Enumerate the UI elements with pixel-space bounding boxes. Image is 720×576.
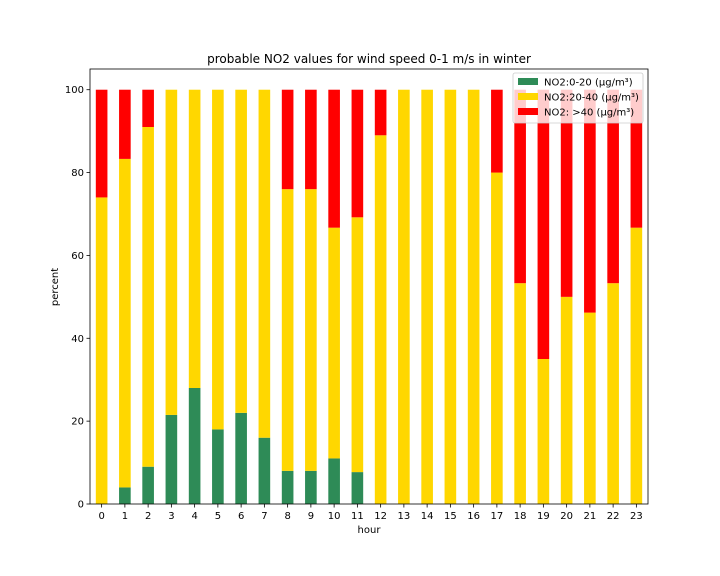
bar-segment-s0-h2 xyxy=(142,466,154,504)
bar-segment-s1-h2 xyxy=(142,127,154,467)
bar-segment-s1-h1 xyxy=(119,158,131,488)
y-tick-label: 40 xyxy=(71,334,84,345)
x-tick-label: 5 xyxy=(215,511,221,522)
bar-segment-s1-h6 xyxy=(235,89,247,413)
bar-segment-s1-h23 xyxy=(630,227,643,504)
bar-segment-s2-h0 xyxy=(95,89,108,198)
legend-swatch xyxy=(518,93,538,100)
bars-group xyxy=(95,89,643,505)
bar-segment-s2-h23 xyxy=(630,89,643,228)
x-tick-label: 21 xyxy=(584,511,597,522)
bar-segment-s0-h6 xyxy=(235,412,247,504)
bar-segment-s2-h21 xyxy=(584,89,596,313)
bar-segment-s1-h3 xyxy=(165,89,178,415)
bar-segment-s2-h19 xyxy=(537,89,550,359)
bar-segment-s1-h22 xyxy=(607,283,619,504)
chart-title: probable NO2 values for wind speed 0-1 m… xyxy=(207,52,531,66)
bar-segment-s2-h22 xyxy=(607,89,619,284)
x-tick-label: 9 xyxy=(308,511,314,522)
bar-segment-s0-h8 xyxy=(281,470,294,504)
y-tick-label: 100 xyxy=(65,85,84,96)
y-tick-label: 80 xyxy=(71,168,84,179)
bar-segment-s0-h9 xyxy=(305,470,317,504)
bar-segment-s1-h20 xyxy=(560,296,573,504)
bar-segment-s2-h1 xyxy=(119,89,131,159)
x-axis-label: hour xyxy=(358,525,382,536)
y-axis-label: percent xyxy=(50,268,61,306)
bar-segment-s2-h20 xyxy=(560,89,573,297)
x-tick-label: 13 xyxy=(398,511,411,522)
legend-label: NO2:20-40 (µg/m³) xyxy=(544,93,639,104)
legend-swatch xyxy=(518,108,538,115)
bar-segment-s0-h10 xyxy=(328,458,340,504)
legend: NO2:0-20 (µg/m³) NO2:20-40 (µg/m³) NO2: >4… xyxy=(512,72,644,124)
bar-segment-s2-h2 xyxy=(142,89,154,127)
x-tick-label: 18 xyxy=(514,511,527,522)
bar-segment-s1-h18 xyxy=(514,283,526,504)
plot-frame xyxy=(89,68,649,505)
x-tick-label: 8 xyxy=(284,511,290,522)
bar-segment-s1-h21 xyxy=(584,312,596,504)
x-tick-label: 0 xyxy=(98,511,104,522)
bar-segment-s1-h15 xyxy=(444,89,457,504)
y-tick-label: 20 xyxy=(71,417,84,428)
bar-segment-s1-h11 xyxy=(351,217,364,473)
bar-segment-s1-h13 xyxy=(398,89,410,504)
x-tick-label: 16 xyxy=(467,511,480,522)
bar-segment-s1-h19 xyxy=(537,359,550,504)
bar-segment-s1-h9 xyxy=(305,189,317,471)
bar-segment-s2-h11 xyxy=(351,89,364,218)
bar-segment-s0-h1 xyxy=(119,487,131,504)
legend-box xyxy=(512,72,644,124)
bar-segment-s2-h10 xyxy=(328,89,340,228)
y-tick-label: 60 xyxy=(71,251,84,262)
bar-segment-s0-h4 xyxy=(188,388,201,504)
bar-segment-s1-h5 xyxy=(212,89,224,430)
x-tick-label: 22 xyxy=(607,511,620,522)
bar-segment-s1-h12 xyxy=(374,135,387,505)
bar-segment-s1-h4 xyxy=(188,89,201,388)
bar-segment-s1-h7 xyxy=(258,89,271,438)
bar-segment-s1-h8 xyxy=(281,189,294,471)
bar-segment-s0-h5 xyxy=(212,429,224,504)
x-tick-label: 3 xyxy=(168,511,174,522)
x-tick-label: 1 xyxy=(122,511,128,522)
x-tick-label: 17 xyxy=(491,511,504,522)
x-tick-label: 11 xyxy=(351,511,364,522)
bar-segment-s0-h11 xyxy=(351,472,364,504)
legend-swatch xyxy=(518,78,538,85)
x-tick-label: 10 xyxy=(328,511,341,522)
x-tick-label: 6 xyxy=(238,511,244,522)
x-tick-label: 12 xyxy=(374,511,387,522)
x-tick-label: 7 xyxy=(261,511,267,522)
bar-segment-s1-h10 xyxy=(328,227,340,459)
bar-segment-s0-h3 xyxy=(165,414,178,504)
x-tick-label: 19 xyxy=(537,511,550,522)
x-tick-label: 14 xyxy=(421,511,434,522)
x-tick-label: 15 xyxy=(444,511,457,522)
legend-label: NO2: >40 (µg/m³) xyxy=(544,108,634,119)
bar-segment-s2-h8 xyxy=(281,89,294,190)
bar-segment-s1-h14 xyxy=(421,89,433,504)
x-tick-label: 20 xyxy=(560,511,573,522)
bar-segment-s2-h18 xyxy=(514,89,526,284)
bar-segment-s1-h17 xyxy=(491,172,503,505)
x-tick-label: 4 xyxy=(191,511,197,522)
bar-segment-s1-h0 xyxy=(95,197,108,504)
x-tick-label: 2 xyxy=(145,511,151,522)
y-tick-label: 0 xyxy=(78,500,84,511)
bar-segment-s2-h17 xyxy=(491,89,503,173)
bar-segment-s2-h9 xyxy=(305,89,317,190)
bar-segment-s2-h12 xyxy=(374,89,387,136)
x-tick-label: 23 xyxy=(630,511,643,522)
legend-label: NO2:0-20 (µg/m³) xyxy=(544,78,633,89)
bar-segment-s0-h7 xyxy=(258,437,271,504)
bar-segment-s1-h16 xyxy=(467,89,480,504)
